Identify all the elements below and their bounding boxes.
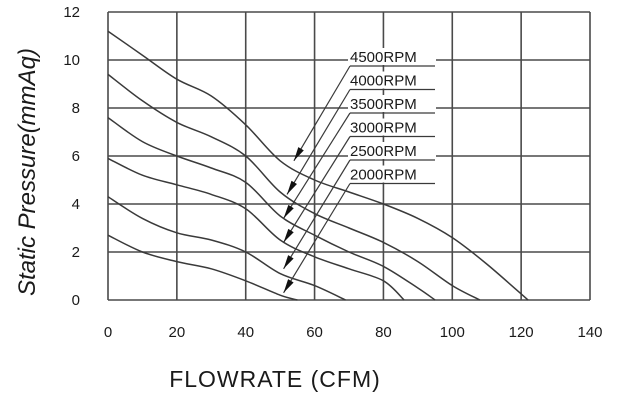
x-tick-label: 40	[237, 324, 254, 341]
x-tick-label: 120	[509, 324, 534, 341]
y-tick-label: 2	[72, 244, 80, 261]
x-tick-label: 140	[577, 324, 602, 341]
annotation-3500rpm: 3500RPM	[283, 95, 436, 219]
annotation-2000rpm: 2000RPM	[283, 165, 436, 294]
curve-3500rpm	[107, 116, 436, 301]
x-axis-ticks: 0 20 40 60 80 100 120 140	[104, 324, 603, 341]
arrow-icon	[283, 255, 294, 269]
curve-4500rpm	[107, 30, 529, 301]
curve-2000rpm	[107, 234, 298, 301]
rpm-annotations: 4500RPM 4000RPM 3500RPM 3000RPM 2500RPM 2000R…	[283, 48, 436, 294]
arrow-icon	[293, 147, 304, 161]
annotation-2500rpm: 2500RPM	[283, 142, 436, 270]
y-tick-label: 6	[72, 148, 80, 165]
y-axis-title: Static Pressure(mmAq)	[14, 48, 41, 296]
arrow-icon	[283, 228, 294, 243]
curve-4000rpm	[107, 73, 481, 301]
rpm-label: 4000RPM	[350, 73, 417, 90]
x-tick-label: 20	[169, 324, 186, 341]
arrow-icon	[283, 204, 294, 219]
x-axis-title: FLOWRATE (CFM)	[169, 366, 381, 392]
y-tick-label: 12	[63, 4, 80, 21]
arrow-icon	[283, 279, 294, 293]
chart-series	[107, 30, 529, 301]
annotation-4000rpm: 4000RPM	[286, 71, 436, 195]
rpm-label: 3500RPM	[350, 96, 417, 113]
annotation-3000rpm: 3000RPM	[283, 118, 436, 243]
rpm-label: 2000RPM	[350, 167, 417, 184]
curve-2500rpm	[107, 196, 346, 301]
y-tick-label: 8	[72, 100, 80, 117]
y-tick-label: 4	[72, 196, 80, 213]
rpm-label: 3000RPM	[350, 120, 417, 137]
y-tick-label: 0	[72, 292, 80, 309]
curve-3000rpm	[107, 157, 405, 301]
rpm-label: 4500RPM	[350, 49, 417, 66]
y-axis-ticks: 0 2 4 6 8 10 12	[63, 4, 80, 309]
x-tick-label: 60	[306, 324, 323, 341]
arrow-icon	[287, 180, 297, 195]
x-tick-label: 80	[375, 324, 392, 341]
y-tick-label: 10	[63, 52, 80, 69]
annotation-4500rpm: 4500RPM	[293, 48, 436, 162]
x-tick-label: 0	[104, 324, 112, 341]
x-tick-label: 100	[440, 324, 465, 341]
rpm-label: 2500RPM	[350, 143, 417, 160]
